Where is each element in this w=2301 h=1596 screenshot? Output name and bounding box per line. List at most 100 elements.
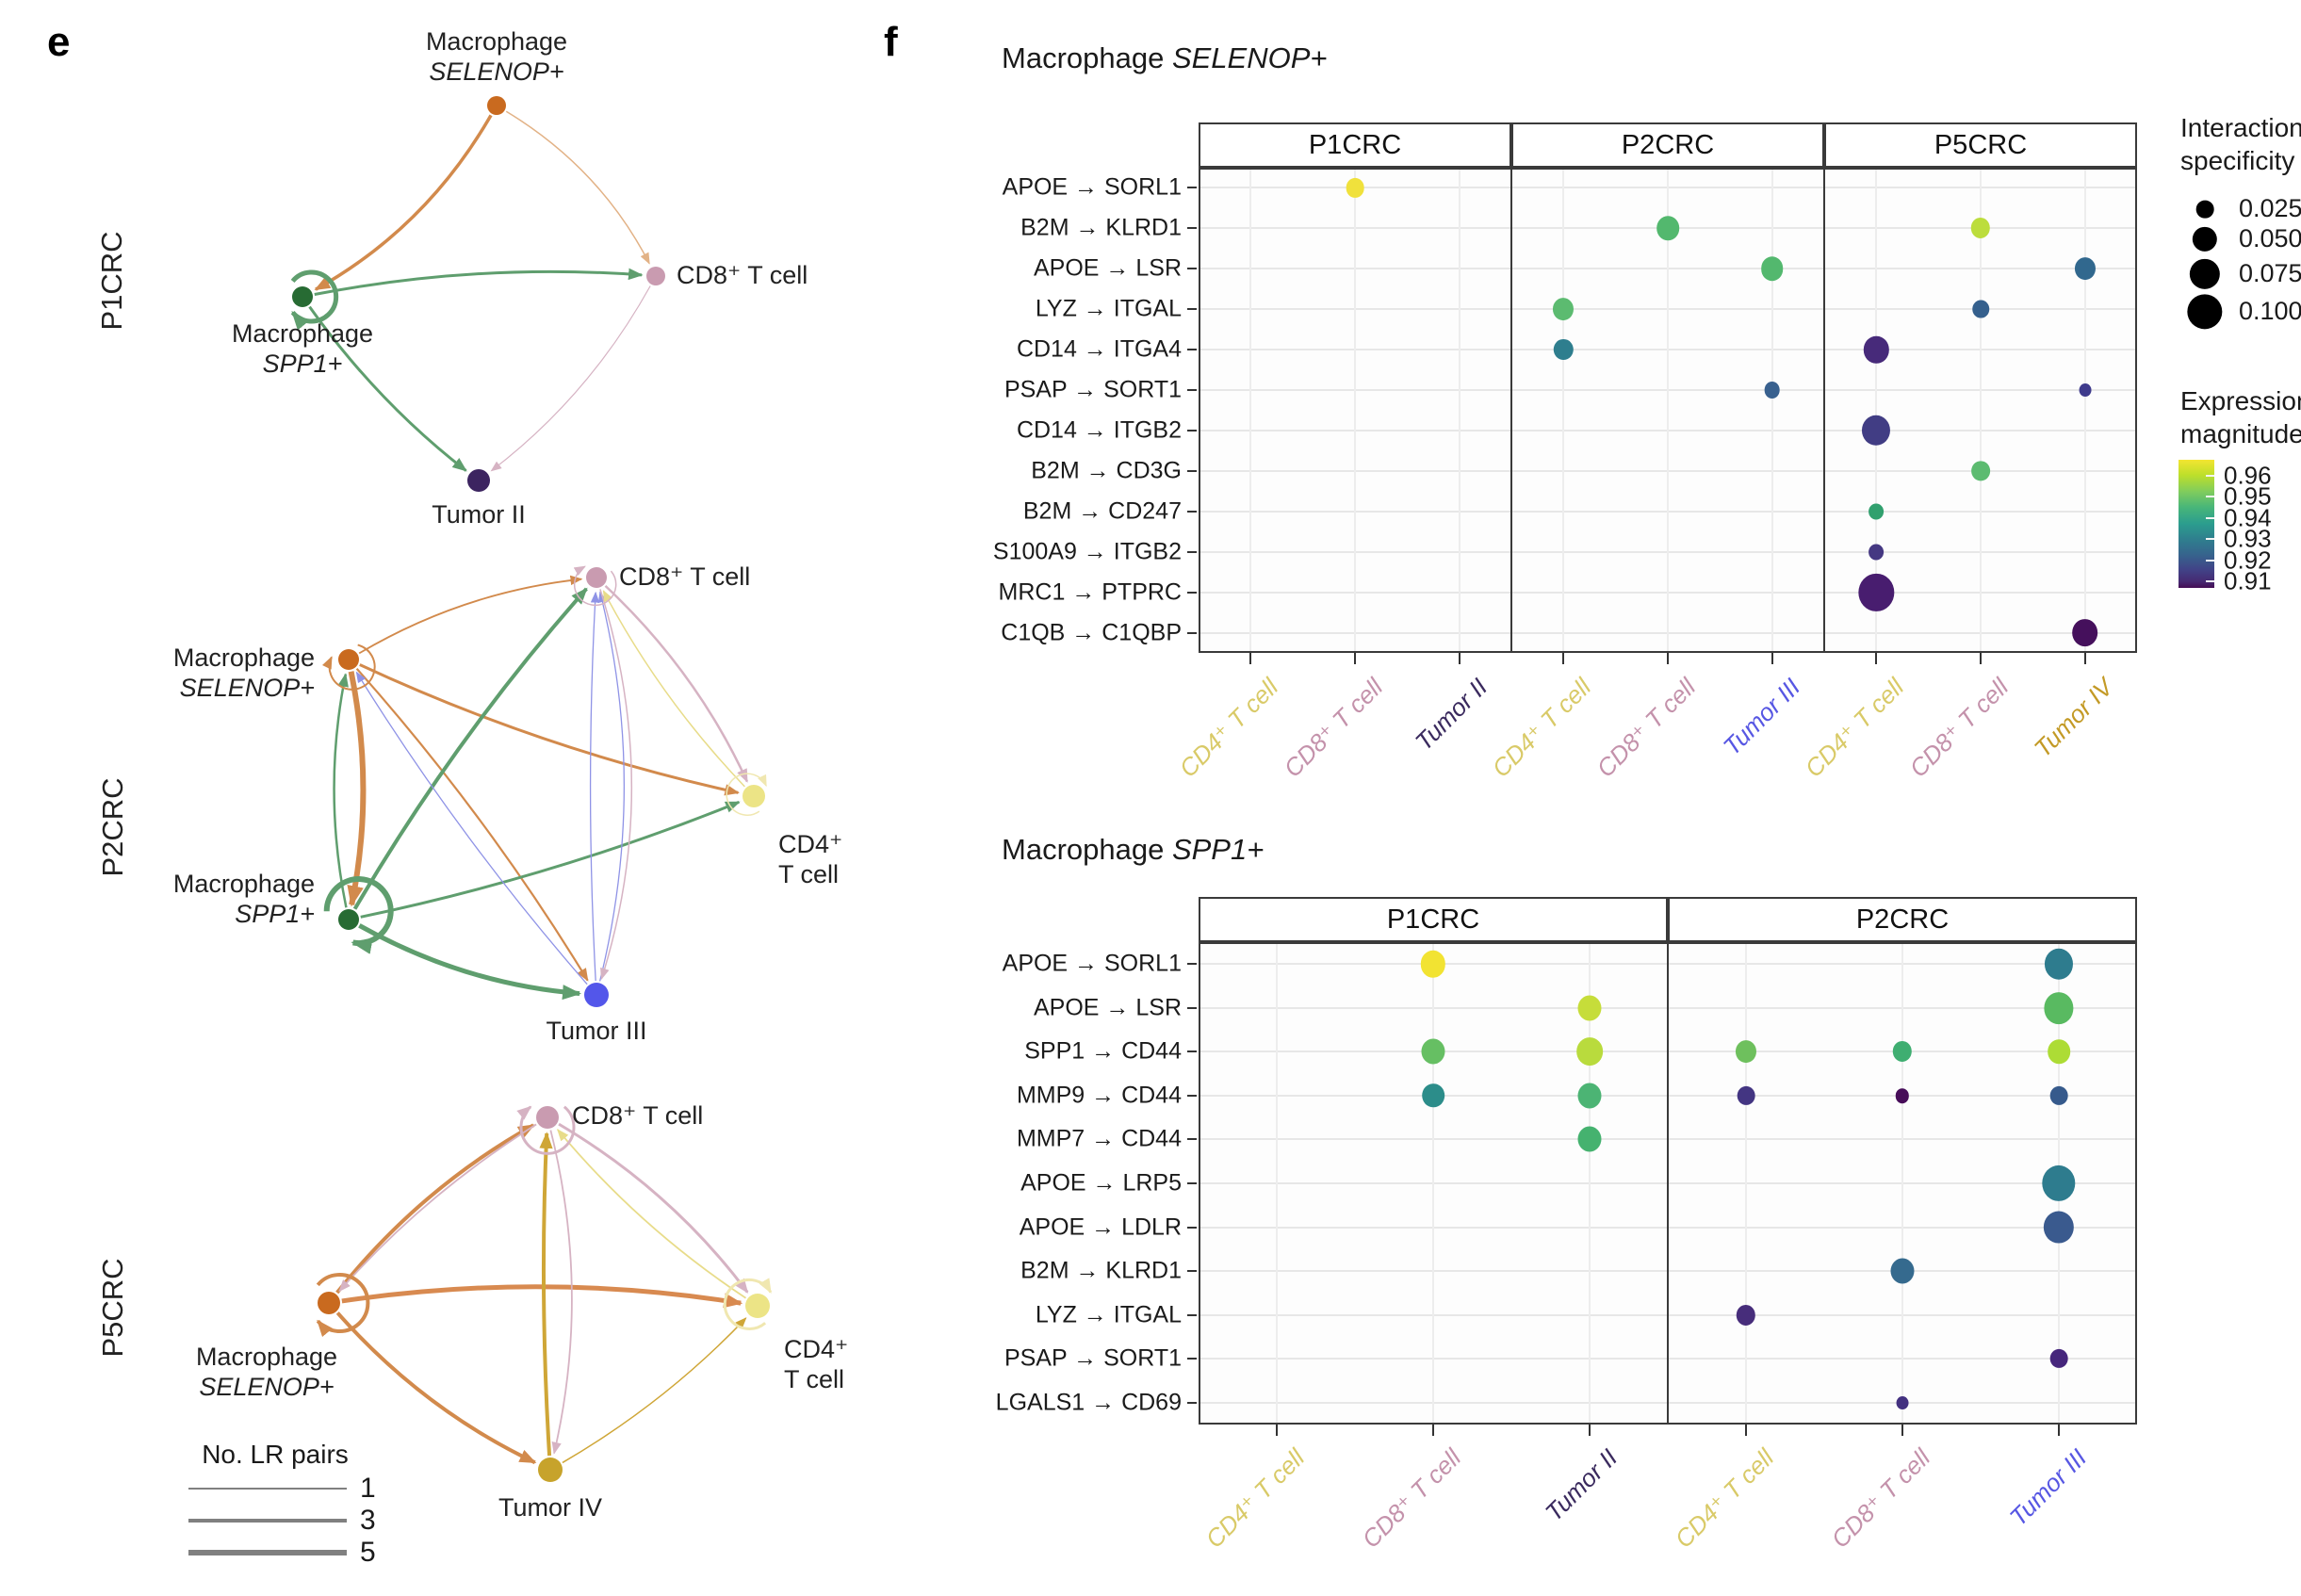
dot-P5CRC-B2M → KLRD1-CD8⁺ T cell bbox=[1970, 218, 1991, 239]
dot-P2CRC-PSAP → SORT1-Tumor III bbox=[1764, 382, 1780, 399]
dot-P2CRC-MMP9 → CD44-Tumor III bbox=[2049, 1085, 2068, 1105]
node-label-line: SPP1+ bbox=[235, 900, 315, 929]
dot-P5CRC-S100A9 → ITGB2-CD4⁺ T cell bbox=[1869, 544, 1885, 561]
colorbar-label-0.95: 0.95 bbox=[2224, 481, 2272, 511]
self-loop-P5CRC-cd4 bbox=[723, 1278, 773, 1330]
x-label-P2CRC-CD4⁺ T cell: CD4⁺ T cell bbox=[1669, 1443, 1780, 1554]
gridline-vertical bbox=[1667, 168, 1669, 653]
row-label-PSAP → SORT1: PSAP → SORT1 bbox=[1004, 376, 1182, 403]
self-loop-P1CRC-spp1 bbox=[290, 269, 339, 331]
dot-P5CRC-LYZ → ITGAL-CD8⁺ T cell bbox=[1972, 300, 1989, 318]
node-label-line: Macrophage bbox=[172, 870, 315, 898]
node-P2CRC-spp1 bbox=[338, 909, 359, 930]
row-label-PSAP → SORT1: PSAP → SORT1 bbox=[1004, 1344, 1182, 1372]
tick-y bbox=[1187, 1050, 1197, 1053]
tick-x bbox=[1354, 653, 1356, 664]
tick-x bbox=[1667, 653, 1669, 664]
tick-y bbox=[1187, 1006, 1197, 1009]
tick-y bbox=[1187, 268, 1197, 270]
bottom-plot-title: Macrophage SPP1+ bbox=[1002, 833, 1264, 867]
dot-P1CRC-APOE → LSR-Tumor II bbox=[1577, 995, 1602, 1021]
node-label-P1CRC-selenop: Macrophage SELENOP+ bbox=[426, 26, 567, 88]
node-label-line: Tumor IV bbox=[498, 1493, 603, 1522]
tick-x bbox=[1771, 653, 1773, 664]
dot-P2CRC-B2M → KLRD1-CD8⁺ T cell bbox=[1656, 216, 1679, 241]
edge-P5CRC-cd8-cd4 bbox=[558, 1122, 749, 1294]
colorbar-label-0.96: 0.96 bbox=[2224, 461, 2272, 490]
row-label-APOE → LSR: APOE → LSR bbox=[1034, 994, 1182, 1021]
gridline-vertical bbox=[1249, 168, 1252, 653]
x-label-P2CRC-CD8⁺ T cell: CD8⁺ T cell bbox=[1825, 1443, 1936, 1554]
size-legend-value-0.025: 0.025 bbox=[2239, 194, 2301, 222]
node-P2CRC-tumor3 bbox=[584, 983, 609, 1007]
dot-P1CRC-SPP1 → CD44-CD8⁺ T cell bbox=[1421, 1038, 1445, 1065]
tick-y bbox=[1187, 1313, 1197, 1316]
gridline-vertical bbox=[1458, 168, 1461, 653]
tick-y bbox=[1187, 1401, 1197, 1404]
node-label-line: SELENOP+ bbox=[179, 674, 315, 703]
row-label-APOE → LSR: APOE → LSR bbox=[1034, 254, 1182, 282]
tick-y bbox=[1187, 429, 1197, 432]
dot-P5CRC-B2M → CD247-CD4⁺ T cell bbox=[1869, 503, 1885, 520]
gridline-vertical bbox=[1562, 168, 1565, 653]
tick-x bbox=[1745, 1425, 1747, 1436]
dot-P2CRC-APOE → SORL1-Tumor III bbox=[2044, 949, 2074, 980]
dot-P2CRC-CD14 → ITGA4-CD4⁺ T cell bbox=[1554, 339, 1574, 361]
dot-P2CRC-SPP1 → CD44-CD8⁺ T cell bbox=[1892, 1041, 1913, 1063]
size-legend-value-0.100: 0.100 bbox=[2239, 297, 2301, 325]
node-label-P2CRC-cd4: CD4⁺ T cell bbox=[778, 829, 842, 890]
facet-header-P2CRC: P2CRC bbox=[1511, 122, 1824, 168]
node-label-line: CD8⁺ T cell bbox=[572, 1101, 704, 1130]
dot-P1CRC-SPP1 → CD44-Tumor II bbox=[1576, 1037, 1603, 1067]
self-loop-P2CRC-selenop bbox=[321, 643, 376, 691]
dot-P2CRC-SPP1 → CD44-CD4⁺ T cell bbox=[1735, 1040, 1757, 1064]
dot-P2CRC-APOE → LDLR-Tumor III bbox=[2043, 1211, 2075, 1244]
edge-P5CRC-cd4-cd8 bbox=[557, 1129, 746, 1299]
edge-P5CRC-tumor4-cd8 bbox=[539, 1132, 553, 1457]
tick-y bbox=[1187, 308, 1197, 311]
node-label-line: T cell bbox=[778, 860, 840, 889]
tick-y bbox=[1187, 227, 1197, 230]
x-label-P2CRC-CD8⁺ T cell: CD8⁺ T cell bbox=[1591, 673, 1702, 783]
row-label-LYZ → ITGAL: LYZ → ITGAL bbox=[1035, 1301, 1182, 1328]
node-label-P2CRC-spp1: Macrophage SPP1+ bbox=[173, 869, 315, 930]
edge-P2CRC-selenop-tumor3 bbox=[355, 667, 589, 982]
panel-e-letter: e bbox=[47, 19, 71, 65]
facet-header-P2CRC: P2CRC bbox=[1668, 897, 2137, 942]
node-label-P1CRC-spp1: Macrophage SPP1+ bbox=[232, 318, 373, 380]
lr-value-5: 5 bbox=[360, 1537, 376, 1568]
dot-P2CRC-MMP9 → CD44-CD4⁺ T cell bbox=[1737, 1085, 1755, 1105]
row-label-APOE → SORL1: APOE → SORL1 bbox=[1002, 173, 1182, 201]
tick-y bbox=[1187, 591, 1197, 594]
node-label-line: CD4⁺ bbox=[778, 830, 843, 858]
tick-y bbox=[1187, 469, 1197, 472]
panel-f-letter: f bbox=[884, 19, 898, 65]
node-label-line: SELENOP+ bbox=[199, 1373, 335, 1402]
x-label-P1CRC-CD4⁺ T cell: CD4⁺ T cell bbox=[1173, 673, 1284, 783]
gridline-vertical bbox=[1276, 942, 1278, 1425]
dot-P2CRC-APOE → LSR-Tumor III bbox=[1760, 256, 1784, 282]
tick-y bbox=[1187, 187, 1197, 189]
dot-P5CRC-CD14 → ITGA4-CD4⁺ T cell bbox=[1864, 335, 1889, 364]
x-label-P5CRC-Tumor IV: Tumor IV bbox=[2028, 673, 2118, 763]
dot-P5CRC-B2M → CD3G-CD8⁺ T cell bbox=[1971, 461, 1990, 481]
node-P5CRC-tumor4 bbox=[538, 1458, 563, 1482]
dot-P5CRC-MRC1 → PTPRC-CD4⁺ T cell bbox=[1858, 573, 1894, 611]
facet-separator bbox=[1510, 168, 1512, 653]
dot-P5CRC-APOE → LSR-Tumor IV bbox=[2074, 257, 2096, 281]
node-label-line: Tumor II bbox=[432, 500, 526, 529]
node-P5CRC-cd8 bbox=[536, 1106, 559, 1129]
edge-P2CRC-selenop-cd8 bbox=[358, 575, 583, 655]
node-label-P2CRC-tumor3: Tumor III bbox=[546, 1016, 646, 1046]
tick-x bbox=[1875, 653, 1878, 664]
dot-P1CRC-APOE → SORL1-CD8⁺ T cell bbox=[1346, 178, 1364, 198]
node-label-line: Macrophage bbox=[425, 27, 568, 56]
x-label-P2CRC-Tumor III: Tumor III bbox=[1717, 673, 1805, 761]
node-label-line: Macrophage bbox=[195, 1343, 338, 1371]
dot-P2CRC-MMP9 → CD44-CD8⁺ T cell bbox=[1895, 1088, 1910, 1103]
top-plot-title-normal: Macrophage bbox=[1002, 41, 1172, 74]
tick-x bbox=[1901, 1425, 1903, 1436]
edge-P2CRC-selenop-spp1 bbox=[347, 671, 367, 907]
gridline-vertical bbox=[1354, 168, 1356, 653]
x-label-P1CRC-Tumor II: Tumor II bbox=[1539, 1443, 1624, 1527]
